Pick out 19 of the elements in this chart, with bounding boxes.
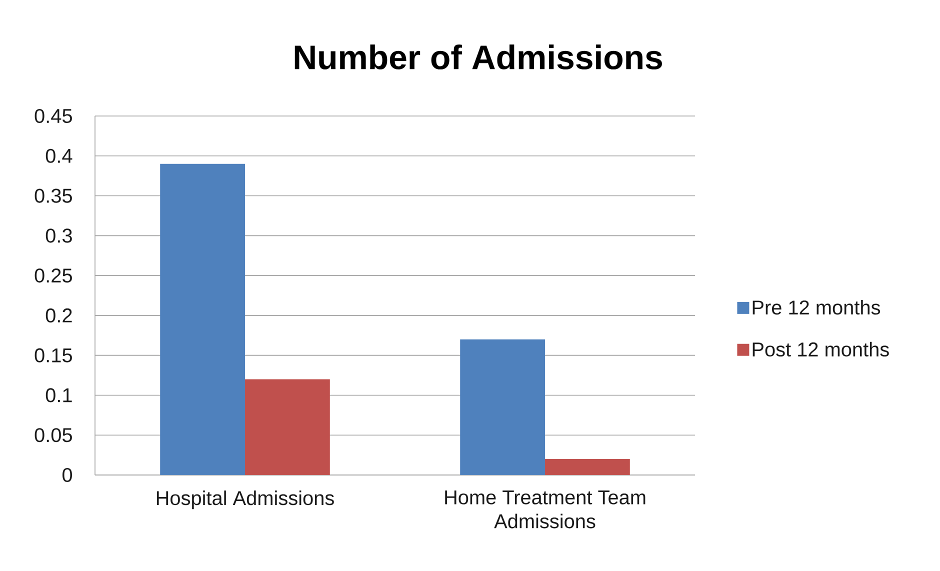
y-tick-label: 0.35 bbox=[34, 188, 72, 203]
y-tick-label: 0.1 bbox=[46, 388, 72, 402]
x-tick-label: Home Treatment Team Admissions bbox=[445, 490, 646, 528]
y-tick-label: 0.4 bbox=[46, 148, 72, 163]
y-tick-label: 0.25 bbox=[34, 268, 72, 283]
bar bbox=[245, 379, 330, 475]
y-tick-label: 0.3 bbox=[46, 228, 72, 243]
y-tick-label: 0.2 bbox=[46, 308, 72, 322]
y-tick-label: 0.05 bbox=[34, 428, 72, 442]
bar bbox=[545, 459, 630, 475]
chart-title: Number of Admissions bbox=[294, 44, 662, 70]
x-tick-label: Hospital Admissions bbox=[156, 490, 334, 510]
legend-label: Post 12 months bbox=[752, 342, 889, 357]
bar bbox=[460, 339, 546, 475]
bar bbox=[160, 164, 246, 475]
y-tick-label: 0.15 bbox=[34, 348, 72, 362]
y-tick-label: 0.45 bbox=[34, 108, 72, 124]
y-tick-label: 0 bbox=[62, 468, 72, 482]
legend-label: Pre 12 months bbox=[752, 300, 880, 315]
